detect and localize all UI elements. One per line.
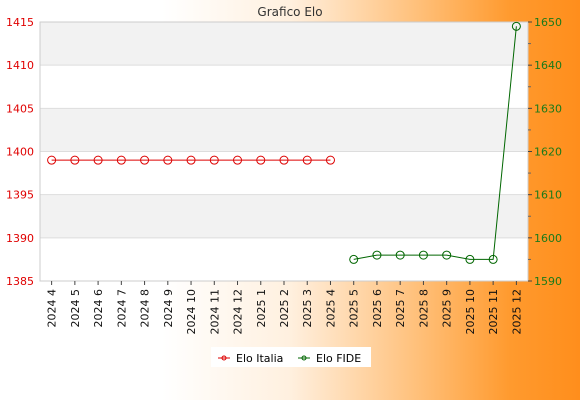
series-point-0: [233, 155, 243, 165]
plot-band: [40, 237, 528, 281]
x-tick-label: 2025 10: [464, 289, 477, 335]
left-tick-label: 1415: [6, 16, 34, 29]
series-point-0: [279, 155, 289, 165]
chart-title: Grafico Elo: [257, 5, 322, 19]
legend-box: [211, 347, 371, 367]
x-tick-label: 2024 6: [92, 289, 105, 328]
x-tick-label: 2024 11: [208, 289, 221, 335]
x-axis-ticks: 2024 4 2024 5 2024 6 2024 7 2024 8 2024 9 2024…: [46, 281, 523, 335]
x-tick-label: 2024 5: [69, 289, 82, 328]
legend-label-elo-fide: Elo FIDE: [316, 352, 361, 365]
x-tick-label: 2024 4: [46, 289, 59, 328]
legend: Elo Italia Elo FIDE: [211, 347, 371, 367]
right-tick-label: 1640: [534, 59, 562, 72]
x-tick-label: 2025 11: [487, 289, 500, 335]
plot-bands: [40, 22, 528, 281]
left-tick-label: 1410: [6, 59, 34, 72]
right-tick-label: 1620: [534, 146, 562, 159]
x-tick-label: 2025 2: [278, 289, 291, 328]
series-point-0: [140, 155, 150, 165]
x-tick-label: 2024 7: [115, 289, 128, 328]
right-tick-label: 1650: [534, 16, 562, 29]
legend-dot-elo-italia: [221, 355, 227, 361]
series-point-0: [93, 155, 103, 165]
left-tick-label: 1400: [6, 146, 34, 159]
plot-band: [40, 108, 528, 152]
x-tick-label: 2024 8: [139, 289, 152, 328]
x-tick-label: 2025 5: [348, 289, 361, 328]
plot-band: [40, 194, 528, 238]
series-point-1: [442, 250, 452, 260]
series-point-1: [488, 254, 498, 264]
x-tick-label: 2025 12: [510, 289, 523, 335]
series-point-0: [47, 155, 57, 165]
series-point-1: [511, 21, 521, 31]
x-tick-label: 2024 9: [162, 289, 175, 328]
series-point-0: [256, 155, 266, 165]
left-axis-ticks: 1385 1390 1395 1400 1405 1410 1415: [6, 16, 34, 288]
x-tick-label: 2025 3: [301, 289, 314, 328]
series-point-1: [395, 250, 405, 260]
x-tick-label: 2024 12: [232, 289, 245, 335]
series-point-0: [302, 155, 312, 165]
legend-label-elo-italia: Elo Italia: [236, 352, 283, 365]
series-point-1: [465, 254, 475, 264]
series-layer: [47, 21, 521, 264]
x-tick-label: 2025 6: [371, 289, 384, 328]
series-point-0: [70, 155, 80, 165]
series-point-0: [116, 155, 126, 165]
x-tick-label: 2025 4: [324, 289, 337, 328]
right-tick-label: 1610: [534, 189, 562, 202]
right-tick-label: 1630: [534, 102, 562, 115]
left-tick-label: 1390: [6, 232, 34, 245]
legend-dot-elo-fide: [301, 355, 307, 361]
x-tick-label: 2024 10: [185, 289, 198, 335]
plot-band: [40, 22, 528, 66]
left-tick-label: 1405: [6, 102, 34, 115]
plot-band: [40, 65, 528, 109]
right-axis-ticks: 1590 1600 1610 1620 1630 1640 1650: [528, 16, 562, 288]
x-tick-label: 2025 1: [255, 289, 268, 328]
left-tick-label: 1385: [6, 275, 34, 288]
right-tick-label: 1600: [534, 232, 562, 245]
x-tick-label: 2025 7: [394, 289, 407, 328]
x-tick-label: 2025 8: [417, 289, 430, 328]
series-point-0: [325, 155, 335, 165]
left-tick-label: 1395: [6, 189, 34, 202]
series-point-0: [163, 155, 173, 165]
right-tick-label: 1590: [534, 275, 562, 288]
plot-band: [40, 151, 528, 195]
x-tick-label: 2025 9: [441, 289, 454, 328]
series-point-0: [209, 155, 219, 165]
series-point-1: [349, 254, 359, 264]
series-point-1: [372, 250, 382, 260]
series-point-0: [186, 155, 196, 165]
series-point-1: [418, 250, 428, 260]
